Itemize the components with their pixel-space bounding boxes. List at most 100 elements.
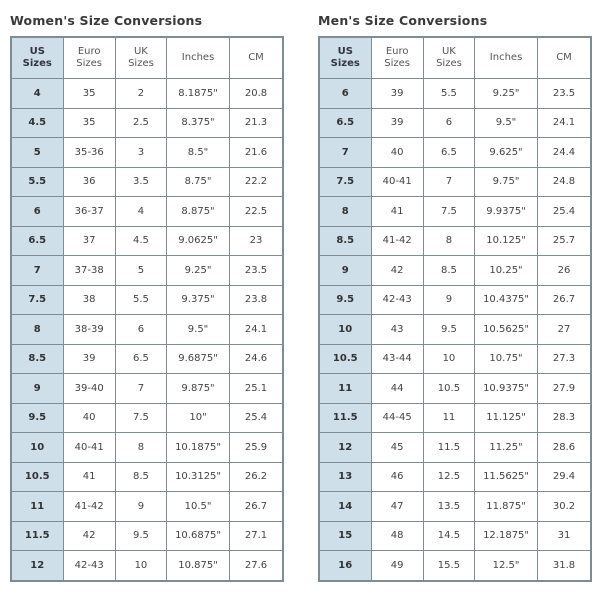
cell-uk: 2.5	[114, 107, 168, 138]
table-row: 12 42-43 10 10.875" 27.6	[10, 550, 284, 581]
cell-euro: 40	[370, 137, 424, 168]
cell-inches: 11.125"	[474, 402, 538, 433]
cell-cm: 25.1	[229, 373, 284, 404]
table-row: 7.5 38 5.5 9.375" 23.8	[10, 284, 284, 315]
cell-uk: 4	[114, 196, 168, 227]
cell-inches: 10"	[166, 402, 230, 433]
cell-cm: 21.3	[229, 107, 284, 138]
cell-uk: 5.5	[114, 284, 168, 315]
cell-inches: 9.25"	[166, 255, 230, 286]
cell-euro: 41-42	[370, 225, 424, 256]
cell-euro: 49	[370, 550, 424, 581]
cell-uk: 8.5	[114, 461, 168, 492]
cell-euro: 37	[62, 225, 116, 256]
cell-uk: 6.5	[422, 137, 476, 168]
cell-euro: 44-45	[370, 402, 424, 433]
table-row: 8.5 39 6.5 9.6875" 24.6	[10, 343, 284, 374]
cell-euro: 38-39	[62, 314, 116, 345]
cell-inches: 10.6875"	[166, 520, 230, 551]
cell-euro: 46	[370, 461, 424, 492]
table-row: 11.5 44-45 11 11.125" 28.3	[318, 402, 592, 433]
cell-inches: 10.75"	[474, 343, 538, 374]
cell-euro: 40-41	[62, 432, 116, 463]
cell-us: 7	[10, 255, 64, 286]
cell-inches: 10.25"	[474, 255, 538, 286]
cell-cm: 26	[537, 255, 592, 286]
cell-euro: 39	[370, 78, 424, 109]
cell-us: 16	[318, 550, 372, 581]
cell-inches: 8.75"	[166, 166, 230, 197]
cell-inches: 11.875"	[474, 491, 538, 522]
header-inches: Inches	[166, 36, 230, 79]
cell-uk: 9	[422, 284, 476, 315]
cell-uk: 9.5	[422, 314, 476, 345]
cell-uk: 5.5	[422, 78, 476, 109]
cell-us: 8.5	[10, 343, 64, 374]
header-us: US Sizes	[10, 36, 64, 79]
cell-cm: 24.1	[229, 314, 284, 345]
cell-cm: 24.4	[537, 137, 592, 168]
cell-us: 11	[10, 491, 64, 522]
cell-euro: 39-40	[62, 373, 116, 404]
cell-cm: 24.6	[229, 343, 284, 374]
cell-us: 6	[318, 78, 372, 109]
cell-uk: 7	[114, 373, 168, 404]
header-cm: CM	[229, 36, 284, 79]
cell-cm: 24.1	[537, 107, 592, 138]
cell-inches: 8.875"	[166, 196, 230, 227]
mens-size-title: Men's Size Conversions	[318, 13, 488, 28]
cell-us: 10	[10, 432, 64, 463]
cell-us: 10.5	[10, 461, 64, 492]
cell-euro: 44	[370, 373, 424, 404]
cell-us: 9.5	[10, 402, 64, 433]
cell-cm: 23.5	[537, 78, 592, 109]
cell-uk: 8	[422, 225, 476, 256]
womens-size-table: US Sizes Euro Sizes UK Sizes Inches CM 4 35 2 8.187…	[10, 36, 284, 582]
table-row: 9.5 40 7.5 10" 25.4	[10, 402, 284, 433]
cell-us: 6.5	[10, 225, 64, 256]
header-uk: UK Sizes	[114, 36, 168, 79]
cell-us: 4.5	[10, 107, 64, 138]
cell-euro: 45	[370, 432, 424, 463]
cell-cm: 22.5	[229, 196, 284, 227]
cell-uk: 9.5	[114, 520, 168, 551]
cell-inches: 12.5"	[474, 550, 538, 581]
cell-euro: 35-36	[62, 137, 116, 168]
table-row: 9 39-40 7 9.875" 25.1	[10, 373, 284, 404]
cell-us: 6.5	[318, 107, 372, 138]
cell-uk: 7.5	[114, 402, 168, 433]
cell-euro: 40-41	[370, 166, 424, 197]
cell-euro: 41-42	[62, 491, 116, 522]
cell-euro: 36	[62, 166, 116, 197]
cell-cm: 23.5	[229, 255, 284, 286]
table-row: 14 47 13.5 11.875" 30.2	[318, 491, 592, 522]
table-row: 9.5 42-43 9 10.4375" 26.7	[318, 284, 592, 315]
cell-inches: 11.25"	[474, 432, 538, 463]
cell-us: 9	[10, 373, 64, 404]
cell-us: 5	[10, 137, 64, 168]
cell-uk: 11	[422, 402, 476, 433]
cell-us: 11	[318, 373, 372, 404]
table-row: 5 35-36 3 8.5" 21.6	[10, 137, 284, 168]
cell-cm: 25.7	[537, 225, 592, 256]
cell-us: 11.5	[10, 520, 64, 551]
cell-euro: 37-38	[62, 255, 116, 286]
cell-euro: 42	[62, 520, 116, 551]
cell-cm: 27	[537, 314, 592, 345]
cell-us: 9	[318, 255, 372, 286]
cell-us: 13	[318, 461, 372, 492]
cell-uk: 10.5	[422, 373, 476, 404]
cell-us: 7.5	[318, 166, 372, 197]
cell-uk: 6	[114, 314, 168, 345]
cell-uk: 14.5	[422, 520, 476, 551]
cell-inches: 9.9375"	[474, 196, 538, 227]
cell-cm: 28.6	[537, 432, 592, 463]
cell-euro: 43-44	[370, 343, 424, 374]
cell-us: 6	[10, 196, 64, 227]
cell-inches: 8.5"	[166, 137, 230, 168]
table-row: 10 43 9.5 10.5625" 27	[318, 314, 592, 345]
cell-cm: 29.4	[537, 461, 592, 492]
cell-cm: 24.8	[537, 166, 592, 197]
cell-euro: 42-43	[62, 550, 116, 581]
table-row: 6.5 39 6 9.5" 24.1	[318, 107, 592, 138]
